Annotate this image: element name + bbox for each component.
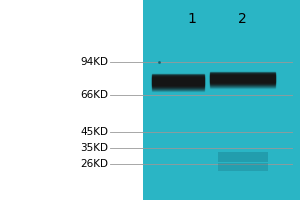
Text: 2: 2 [238,12,246,26]
Text: 66KD: 66KD [80,90,108,100]
Text: 26KD: 26KD [80,159,108,169]
Text: 94KD: 94KD [80,57,108,67]
Text: 45KD: 45KD [80,127,108,137]
Bar [218,152,268,162]
Text: 1: 1 [188,12,196,26]
Text: 35KD: 35KD [80,143,108,153]
Bar [143,0,300,200]
Bar [218,163,268,171]
